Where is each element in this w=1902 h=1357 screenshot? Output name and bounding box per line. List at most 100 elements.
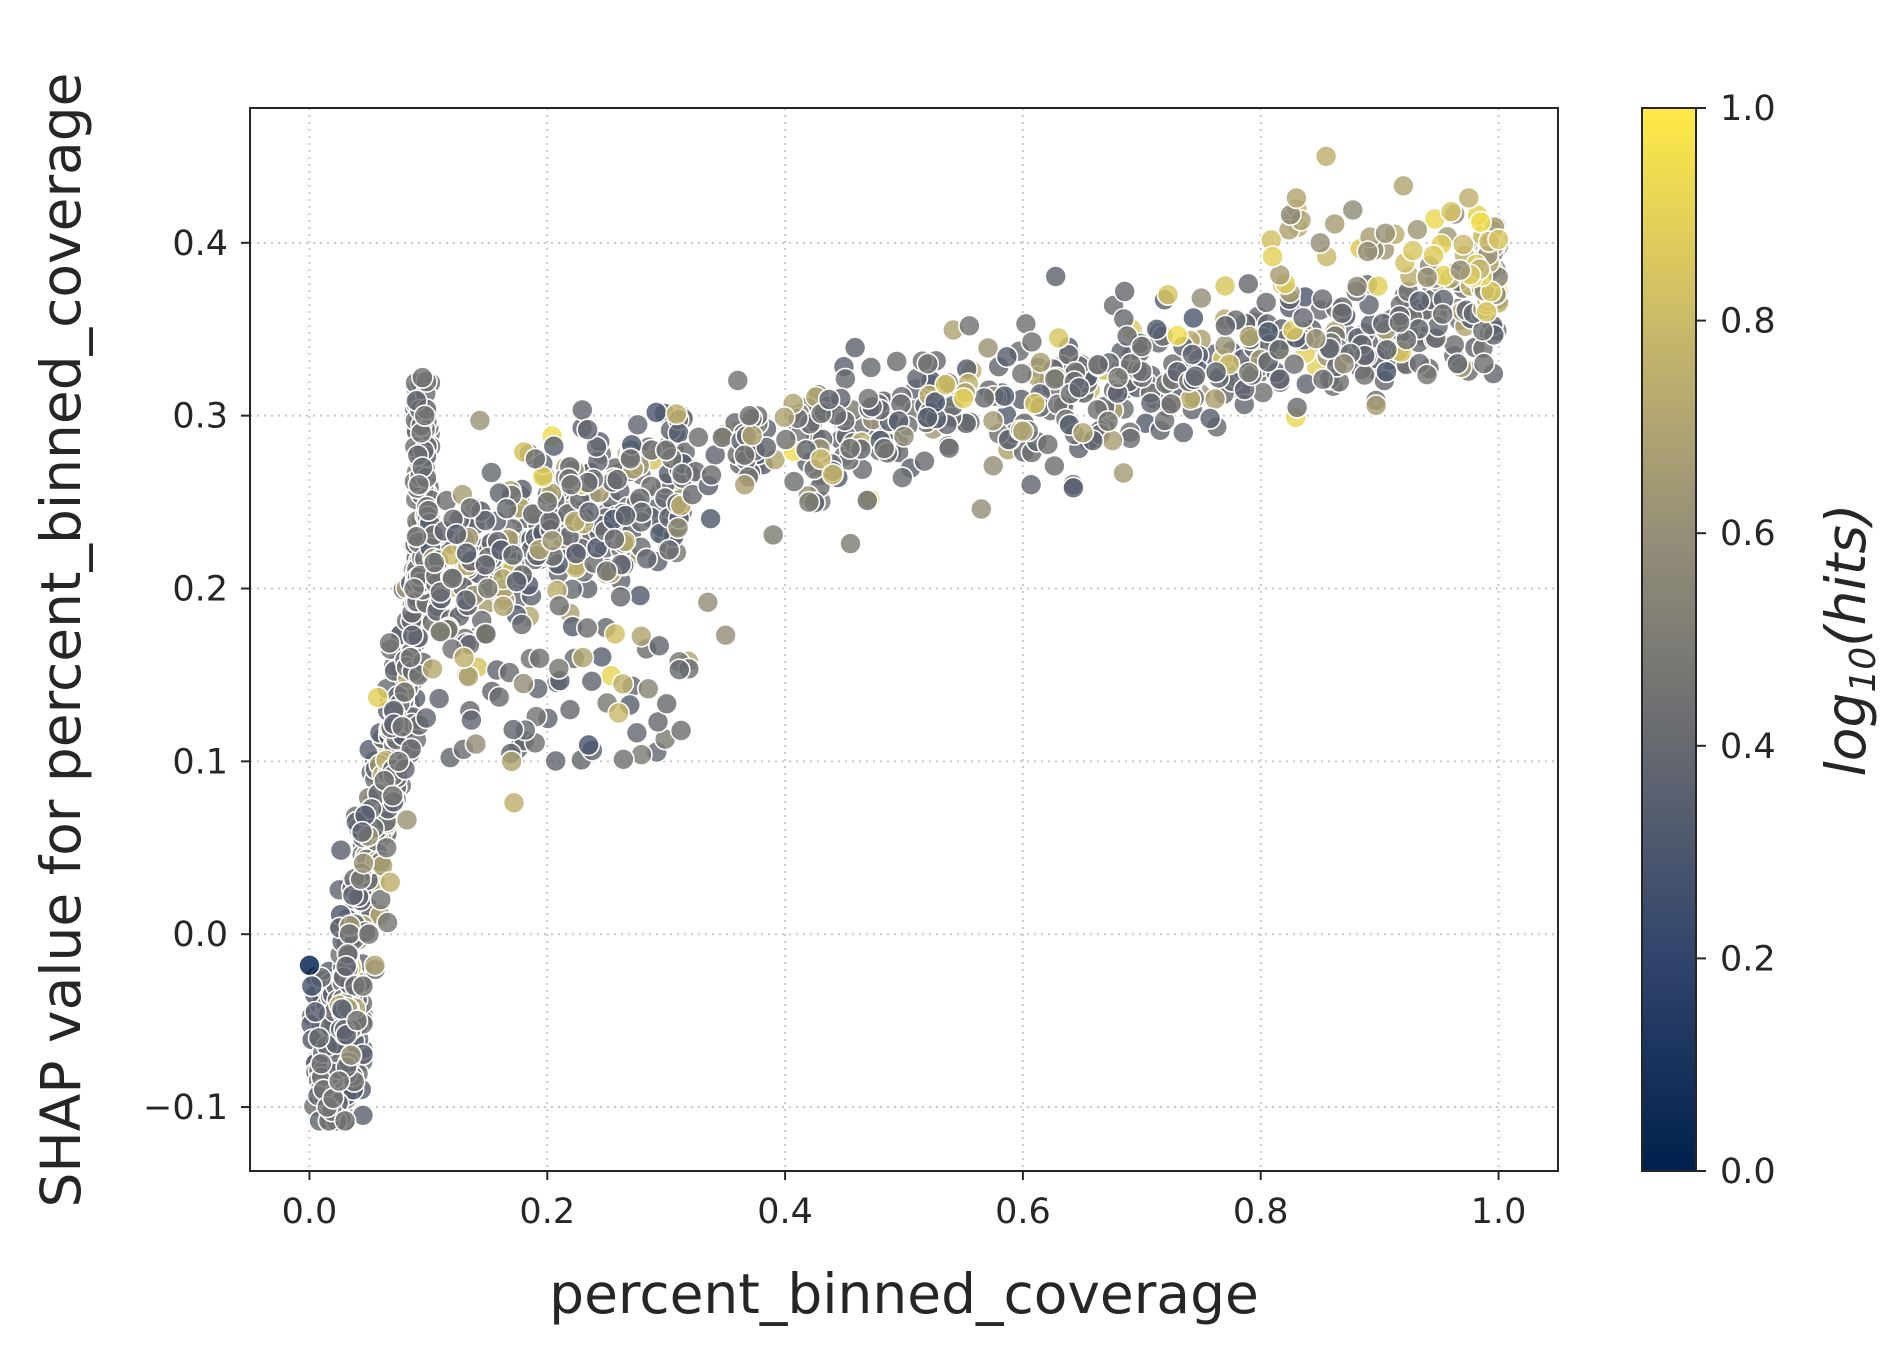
scatter-point — [334, 954, 358, 978]
scatter-point — [1415, 363, 1439, 387]
scatter-point — [457, 665, 480, 688]
scatter-point — [298, 953, 321, 977]
scatter-point — [307, 1026, 331, 1050]
scatter-point — [474, 622, 498, 646]
scatter-point — [972, 386, 996, 410]
y-axis-label: SHAP value for percent_binned_coverage — [29, 72, 93, 1207]
scatter-point — [1285, 186, 1308, 210]
scatter-point — [1181, 343, 1204, 366]
scatter-point — [1415, 266, 1439, 289]
scatter-point — [1314, 145, 1338, 168]
scatter-point — [629, 624, 653, 648]
scatter-point — [1010, 362, 1034, 386]
scatter-point — [1067, 376, 1091, 400]
scatter-point — [558, 698, 582, 722]
scatter-point — [1166, 324, 1189, 347]
scatter-point — [405, 525, 428, 549]
scatter-point — [1029, 351, 1052, 374]
scatter-point — [413, 404, 437, 428]
scatter-point — [611, 672, 635, 696]
scatter-point — [937, 436, 961, 460]
scatter-point — [474, 553, 497, 577]
scatter-point — [1323, 212, 1346, 236]
scatter-point — [782, 470, 806, 493]
scatter-point — [339, 1043, 363, 1067]
scatter-point — [421, 657, 444, 681]
scatter-point — [1047, 326, 1070, 350]
scatter-point — [603, 622, 627, 646]
scatter-point — [700, 463, 723, 487]
scatter-point — [547, 657, 571, 680]
scatter-point — [916, 352, 940, 376]
scatter-point — [577, 733, 600, 757]
scatter-point — [378, 870, 402, 894]
scatter-point — [411, 366, 434, 389]
scatter-point — [366, 686, 390, 709]
scatter-point — [607, 701, 630, 725]
scatter-point — [376, 911, 399, 934]
scatter-point — [647, 634, 671, 658]
scatter-point — [468, 409, 492, 432]
scatter-point — [1106, 366, 1130, 389]
scatter-point — [609, 585, 632, 609]
scatter-point — [740, 424, 764, 447]
scatter-point — [395, 808, 419, 832]
scatter-point — [399, 646, 422, 669]
scatter-point — [464, 732, 488, 756]
scatter-point — [1457, 186, 1481, 210]
scatter-point — [1062, 476, 1085, 500]
scatter-point — [452, 646, 476, 669]
scatter-point — [1184, 364, 1207, 388]
scatter-point — [885, 350, 909, 373]
scatter-point — [590, 645, 614, 669]
scatter-point — [892, 425, 916, 448]
scatter-point — [1156, 283, 1180, 307]
scatter-point — [491, 594, 515, 618]
scatter-point — [1364, 394, 1388, 417]
scatter-point — [1267, 338, 1291, 362]
y-tick-label: 0.0 — [172, 915, 228, 955]
scatter-point — [571, 646, 595, 669]
scatter-point — [1449, 258, 1472, 282]
colorbar-tick-label: 0.8 — [1720, 302, 1776, 342]
scatter-point — [726, 369, 750, 392]
scatter-point — [544, 749, 568, 773]
scatter-point — [455, 541, 478, 565]
scatter-point — [501, 543, 525, 567]
scatter-point — [564, 542, 588, 565]
scatter-point — [711, 426, 734, 449]
scatter-point — [1406, 218, 1429, 241]
scatter-point — [542, 434, 566, 458]
x-tick-label: 1.0 — [1471, 1192, 1527, 1232]
scatter-point — [1019, 473, 1043, 497]
scatter-point — [454, 588, 478, 612]
scatter-point — [1345, 275, 1369, 298]
scatter-point — [1472, 352, 1496, 375]
scatter-point — [381, 784, 405, 808]
x-tick-label: 0.8 — [1233, 1192, 1289, 1232]
scatter-point — [809, 447, 833, 471]
scatter-point — [329, 838, 353, 862]
colorbar — [1641, 107, 1697, 1172]
scatter-point — [1139, 391, 1163, 415]
scatter-point — [1086, 353, 1110, 377]
colorbar-tick-label: 0.4 — [1720, 727, 1776, 767]
scatter-point — [1304, 327, 1328, 351]
scatter-point — [401, 623, 424, 647]
colorbar-tick-label: 1.0 — [1720, 89, 1776, 129]
scatter-point — [338, 922, 361, 946]
scatter-point — [1431, 302, 1454, 326]
scatter-point — [300, 974, 324, 998]
x-axis: 0.0 0.2 0.4 0.6 0.8 1.0 — [282, 1171, 1527, 1232]
scatter-point — [575, 616, 599, 640]
x-tick-label: 0.4 — [757, 1192, 813, 1232]
scatter-point — [1159, 392, 1183, 416]
scatter-point — [1256, 320, 1280, 344]
scatter-point — [738, 404, 761, 428]
scatter-point — [1452, 233, 1475, 256]
colorbar-tick-label: 0.0 — [1720, 1152, 1776, 1192]
scatter-point — [352, 851, 375, 875]
scatter-point — [1071, 421, 1095, 445]
scatter-point — [1190, 286, 1213, 310]
scatter-point — [577, 500, 601, 524]
